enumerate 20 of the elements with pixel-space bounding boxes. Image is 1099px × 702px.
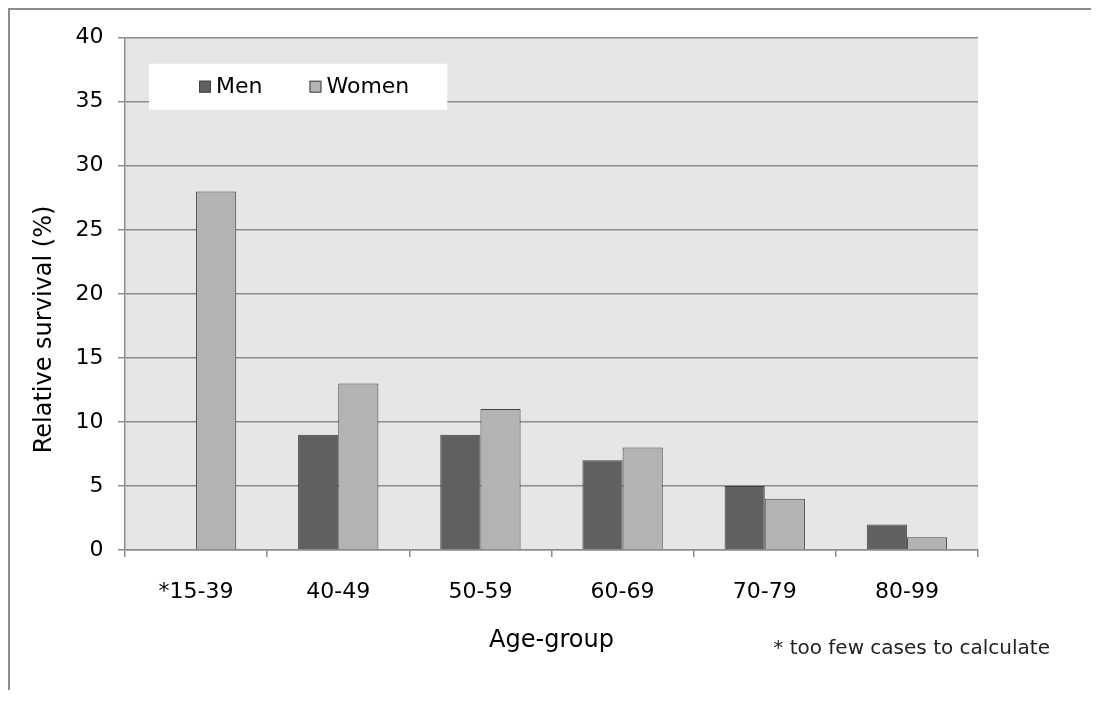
y-tick-label: 40: [75, 23, 104, 49]
x-tick-label: 60-69: [590, 577, 655, 603]
y-tick-label: 25: [75, 215, 104, 241]
x-tick-label: 40-49: [306, 577, 371, 603]
x-tick-label: 50-59: [448, 577, 513, 603]
x-tick-label: 70-79: [732, 577, 797, 603]
y-tick-label: 30: [75, 151, 104, 177]
legend-label: Women: [326, 73, 410, 99]
y-tick-label: 0: [89, 535, 104, 561]
legend-label: Men: [216, 73, 263, 99]
x-tick-label: *15-39: [158, 577, 234, 603]
y-tick-label: 20: [75, 279, 104, 305]
text: * too few cases to calculate: [773, 635, 1050, 660]
x-tick-label: 80-99: [874, 577, 939, 603]
y-tick-label: 5: [89, 471, 104, 497]
y-tick-label: 35: [75, 87, 104, 113]
y-axis-title: Relative survival (%): [28, 205, 57, 454]
y-tick-label: 10: [75, 407, 104, 433]
x-axis-title: Age-group: [489, 624, 614, 653]
y-tick-label: 15: [75, 343, 104, 369]
